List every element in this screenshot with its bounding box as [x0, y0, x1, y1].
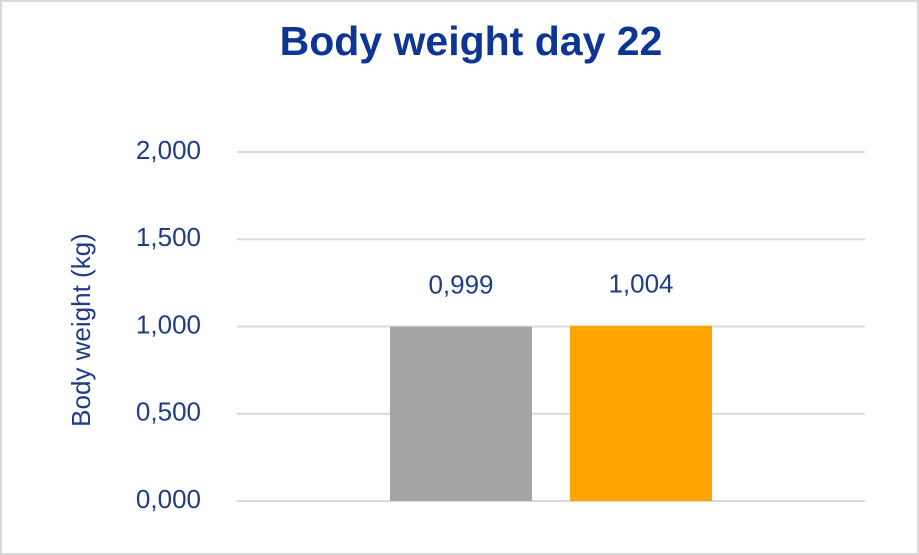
y-tick-label: 2,000: [136, 135, 201, 165]
y-tick-label: 0,500: [136, 397, 201, 427]
y-tick-label: 0,000: [136, 484, 201, 514]
chart-title: Body weight day 22: [280, 18, 663, 64]
value-label: 0,999: [428, 270, 493, 300]
value-label: 1,004: [608, 269, 673, 299]
y-tick-label: 1,500: [136, 222, 201, 252]
y-tick-label: 1,000: [136, 309, 201, 339]
bar: [390, 326, 532, 501]
bar: [570, 325, 712, 501]
y-axis-label: Body weight (kg): [66, 233, 96, 427]
